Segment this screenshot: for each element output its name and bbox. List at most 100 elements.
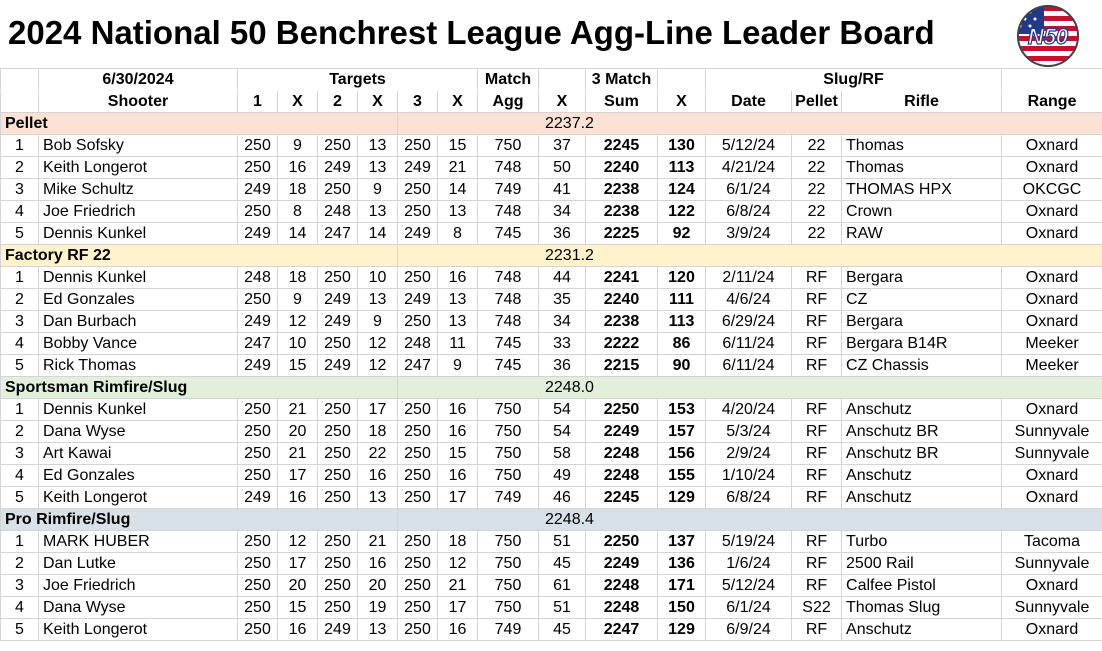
table-row: 3 Dan Burbach 249 12 249 9 250 13 748 34 2238 113 6/… — [0, 310, 1102, 333]
target3-x-cell: 16 — [436, 464, 479, 487]
rifle-cell: CZ — [841, 288, 1003, 311]
three-match-sum-cell: 2250 — [585, 398, 659, 421]
rank-cell: 1 — [0, 134, 39, 157]
target1-score-cell: 250 — [237, 156, 278, 179]
rifle-cell: Bergara — [841, 310, 1003, 333]
three-match-sum-cell: 2248 — [585, 442, 659, 465]
range-cell: Sunnyvale — [1001, 442, 1102, 465]
table-row: 2 Dana Wyse 250 20 250 18 250 16 750 54 2249 157 5/3… — [0, 420, 1102, 443]
target3-score-cell: 247 — [397, 354, 438, 377]
header-cell-empty — [0, 90, 39, 113]
target1-x-cell: 20 — [277, 574, 318, 597]
rank-cell: 1 — [0, 398, 39, 421]
shooter-cell: Bobby Vance — [38, 332, 238, 355]
target2-score-cell: 248 — [317, 200, 358, 223]
match-agg-cell: 745 — [477, 354, 540, 377]
rank-cell: 1 — [0, 530, 39, 553]
range-cell: Oxnard — [1001, 266, 1102, 289]
rifle-cell: 2500 Rail — [841, 552, 1003, 575]
target1-x-cell: 8 — [277, 200, 318, 223]
rank-cell: 5 — [0, 222, 39, 245]
match-agg-cell: 750 — [477, 464, 540, 487]
target1-score-cell: 249 — [237, 222, 278, 245]
match-agg-cell: 749 — [477, 178, 540, 201]
target2-x-cell: 12 — [357, 332, 398, 355]
table-row: 1 MARK HUBER 250 12 250 21 250 18 750 51 2250 137 5/… — [0, 530, 1102, 553]
target3-x-cell: 18 — [436, 530, 479, 553]
three-match-x-cell: 92 — [657, 222, 707, 245]
target1-score-cell: 250 — [237, 442, 278, 465]
date-cell: 2/9/24 — [705, 442, 793, 465]
target3-x-cell: 11 — [436, 332, 479, 355]
pellet-cell: 22 — [791, 222, 843, 245]
table-row: 4 Dana Wyse 250 15 250 19 250 17 750 51 2248 150 6/1… — [0, 596, 1102, 619]
target1-x-cell: 17 — [277, 464, 318, 487]
three-match-sum-cell: 2215 — [585, 354, 659, 377]
shooter-cell: Dan Burbach — [38, 310, 238, 333]
target3-score-cell: 250 — [397, 574, 438, 597]
target1-x-cell: 21 — [277, 398, 318, 421]
target2-x-cell: 20 — [357, 574, 398, 597]
date-cell: 5/3/24 — [705, 420, 793, 443]
range-cell: Oxnard — [1001, 398, 1102, 421]
three-match-sum-cell: 2248 — [585, 596, 659, 619]
match-agg-cell: 750 — [477, 442, 540, 465]
range-cell: Oxnard — [1001, 618, 1102, 641]
table-row: 5 Dennis Kunkel 249 14 247 14 249 8 745 36 2225 92 3… — [0, 222, 1102, 245]
target3-score-cell: 250 — [397, 200, 438, 223]
table-row: 2 Dan Lutke 250 17 250 16 250 12 750 45 2249 136 1/6… — [0, 552, 1102, 575]
three-match-x-cell: 155 — [657, 464, 707, 487]
target3-x-cell: 15 — [436, 442, 479, 465]
date-cell: 6/1/24 — [705, 178, 793, 201]
pellet-cell: RF — [791, 420, 843, 443]
target2-x-cell: 22 — [357, 442, 398, 465]
range-cell: Sunnyvale — [1001, 596, 1102, 619]
category-name: Factory RF 22 — [0, 244, 398, 267]
date-cell: 6/8/24 — [705, 486, 793, 509]
three-match-x-cell: 111 — [657, 288, 707, 311]
rifle-cell: Anschutz — [841, 486, 1003, 509]
pellet-cell: RF — [791, 332, 843, 355]
rifle-cell: Anschutz — [841, 618, 1003, 641]
range-cell: Oxnard — [1001, 222, 1102, 245]
date-cell: 5/19/24 — [705, 530, 793, 553]
table-row: 1 Bob Sofsky 250 9 250 13 250 15 750 37 2245 130 5/1… — [0, 134, 1102, 157]
shooter-cell: Dennis Kunkel — [38, 398, 238, 421]
rank-cell: 4 — [0, 332, 39, 355]
rank-cell: 5 — [0, 618, 39, 641]
target2-x-cell: 17 — [357, 398, 398, 421]
three-match-sum-cell: 2225 — [585, 222, 659, 245]
target2-score-cell: 250 — [317, 464, 358, 487]
match-x-cell: 35 — [538, 288, 587, 311]
match-agg-cell: 748 — [477, 156, 540, 179]
target2-score-cell: 250 — [317, 530, 358, 553]
column-header: 3 — [397, 90, 438, 113]
three-match-x-cell: 157 — [657, 420, 707, 443]
target1-x-cell: 16 — [277, 156, 318, 179]
target2-score-cell: 250 — [317, 332, 358, 355]
three-match-sum-cell: 2240 — [585, 288, 659, 311]
rank-cell: 2 — [0, 420, 39, 443]
target2-score-cell: 250 — [317, 596, 358, 619]
range-cell: Oxnard — [1001, 156, 1102, 179]
three-match-sum-cell: 2238 — [585, 178, 659, 201]
target3-x-cell: 16 — [436, 266, 479, 289]
rifle-cell: Anschutz BR — [841, 442, 1003, 465]
shooter-cell: Keith Longerot — [38, 618, 238, 641]
target2-x-cell: 13 — [357, 618, 398, 641]
table-row: 3 Mike Schultz 249 18 250 9 250 14 749 41 2238 124 6… — [0, 178, 1102, 201]
target1-score-cell: 250 — [237, 596, 278, 619]
rank-cell: 1 — [0, 266, 39, 289]
shooter-cell: Keith Longerot — [38, 486, 238, 509]
target1-score-cell: 248 — [237, 266, 278, 289]
category-row: Factory RF 22 2231.2 — [0, 244, 1102, 267]
pellet-cell: RF — [791, 354, 843, 377]
table-row: 4 Ed Gonzales 250 17 250 16 250 16 750 49 2248 155 1… — [0, 464, 1102, 487]
target3-x-cell: 12 — [436, 552, 479, 575]
range-cell: Oxnard — [1001, 310, 1102, 333]
match-x-cell: 41 — [538, 178, 587, 201]
range-cell: Sunnyvale — [1001, 420, 1102, 443]
target2-score-cell: 249 — [317, 310, 358, 333]
leaderboard-body: Pellet 2237.2 1 Bob Sofsky 250 9 250 13 250 15 750… — [0, 112, 1102, 641]
rifle-cell: Anschutz — [841, 464, 1003, 487]
